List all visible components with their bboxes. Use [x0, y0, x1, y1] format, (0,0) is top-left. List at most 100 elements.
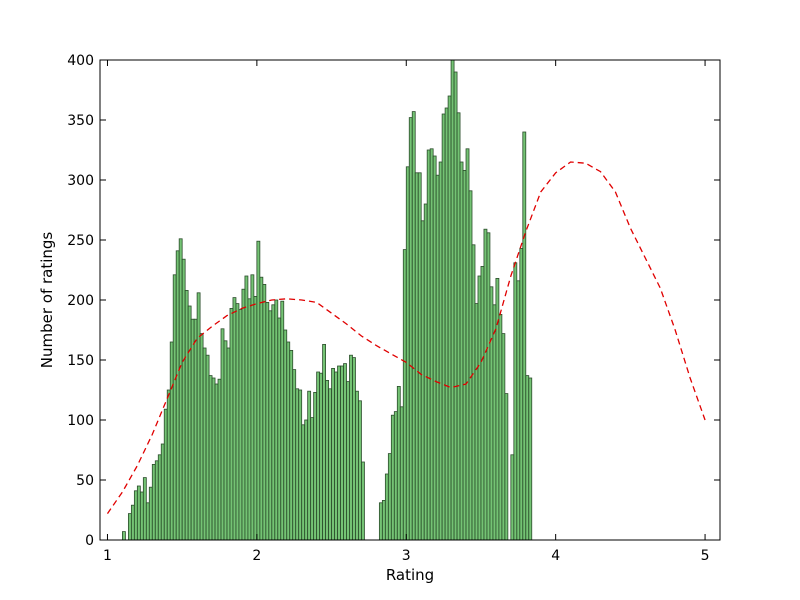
x-axis-ticks: 1 2 3 4 5	[103, 60, 710, 564]
histogram-bar	[420, 220, 425, 541]
histogram-bar	[238, 309, 243, 541]
histogram-bar	[160, 443, 165, 541]
histogram-bar	[384, 473, 389, 541]
histogram-bar	[489, 286, 494, 541]
histogram-bar	[271, 304, 276, 541]
x-axis-label: Rating	[386, 566, 434, 584]
y-axis-ticks: 0 50 100 150 200 250 300 350 400	[67, 53, 720, 549]
histogram-bar	[402, 249, 407, 541]
histogram-bar	[423, 203, 428, 541]
histogram-bar	[157, 454, 162, 541]
histogram-bar	[343, 363, 347, 541]
histogram-bar	[399, 406, 404, 541]
histogram-bar	[501, 333, 506, 541]
y-tick-label: 150	[67, 353, 94, 369]
histogram-bar	[417, 172, 422, 541]
x-tick-label: 5	[701, 548, 710, 564]
histogram-bar	[226, 347, 231, 541]
histogram-bar	[259, 276, 264, 541]
histogram-bar	[241, 288, 246, 541]
histogram-bar	[477, 275, 482, 541]
histogram-bar	[184, 289, 189, 541]
histogram-bar	[468, 190, 473, 541]
y-tick-label: 0	[85, 533, 94, 549]
histogram-bar	[378, 502, 383, 541]
x-tick-label: 1	[103, 548, 112, 564]
histogram-bar	[462, 169, 467, 541]
histogram-bar	[387, 453, 392, 541]
histogram-bar	[525, 375, 530, 541]
histogram-bar	[244, 275, 249, 541]
histogram-bar	[289, 349, 294, 541]
histogram-bar	[513, 262, 518, 541]
histogram-bar	[328, 388, 332, 541]
histogram-bar	[256, 240, 261, 541]
histogram-bar	[277, 317, 282, 541]
histogram-bar	[136, 485, 141, 541]
histogram-bar	[337, 365, 341, 541]
histogram-bar	[214, 383, 219, 541]
histogram-bar	[220, 328, 225, 541]
histogram-bar	[355, 390, 359, 541]
histogram-bar	[211, 377, 216, 541]
histogram-bar	[516, 280, 521, 541]
histogram-bar	[480, 265, 485, 541]
histogram-bar	[510, 454, 515, 541]
histogram-bar	[187, 305, 192, 541]
histogram-bar	[408, 117, 413, 541]
histogram-bar	[358, 400, 362, 541]
histogram-bar	[292, 369, 297, 541]
histogram-bar	[456, 112, 461, 541]
histogram-bar	[486, 232, 491, 541]
histogram-bar	[250, 274, 255, 541]
density-curve	[106, 161, 706, 514]
histogram-bar	[444, 107, 449, 541]
x-tick-label: 2	[252, 548, 261, 564]
histogram-bar	[181, 258, 186, 541]
histogram-bar	[519, 247, 524, 541]
histogram-bar	[142, 477, 147, 541]
histogram-bar	[322, 343, 326, 541]
histogram-bar	[426, 149, 431, 541]
histogram-bar	[390, 414, 395, 541]
histogram-bar	[232, 297, 237, 541]
histogram-bar	[193, 318, 198, 541]
histogram-bar	[504, 393, 509, 541]
y-tick-label: 100	[67, 413, 94, 429]
histogram-bar	[405, 166, 410, 541]
x-tick-label: 3	[402, 548, 411, 564]
histogram-bar	[151, 463, 156, 541]
histogram-bar	[334, 371, 338, 541]
histogram-bar	[447, 95, 452, 541]
histogram-bar	[145, 502, 150, 541]
histogram-bar	[301, 424, 306, 541]
y-tick-label: 350	[67, 113, 94, 129]
histogram-bar	[202, 347, 207, 541]
histogram-bar	[217, 378, 222, 541]
histogram-bar	[196, 292, 201, 541]
histogram-bar	[175, 250, 180, 541]
histogram-bar	[414, 172, 419, 541]
histogram-bar	[283, 329, 288, 541]
histogram-bar	[361, 461, 365, 541]
y-tick-label: 50	[76, 473, 94, 489]
histogram-bar	[223, 340, 228, 541]
histogram-bar	[280, 300, 285, 541]
histogram-bar	[465, 148, 470, 541]
y-tick-label: 250	[67, 233, 94, 249]
histogram-bar	[304, 419, 309, 541]
histogram-bar	[166, 389, 171, 541]
histogram-bar	[268, 310, 273, 541]
histogram-bar	[483, 228, 488, 541]
histogram-bar	[307, 390, 312, 541]
histogram-bar	[438, 161, 443, 541]
histogram-bar	[453, 71, 458, 541]
histogram-bar	[133, 490, 138, 541]
histogram-bar	[265, 301, 270, 541]
histogram-bar	[199, 333, 204, 541]
histogram-bar	[262, 283, 267, 541]
histogram-bar	[253, 295, 258, 541]
histogram-bar	[205, 354, 210, 541]
histogram-bar	[498, 313, 503, 541]
